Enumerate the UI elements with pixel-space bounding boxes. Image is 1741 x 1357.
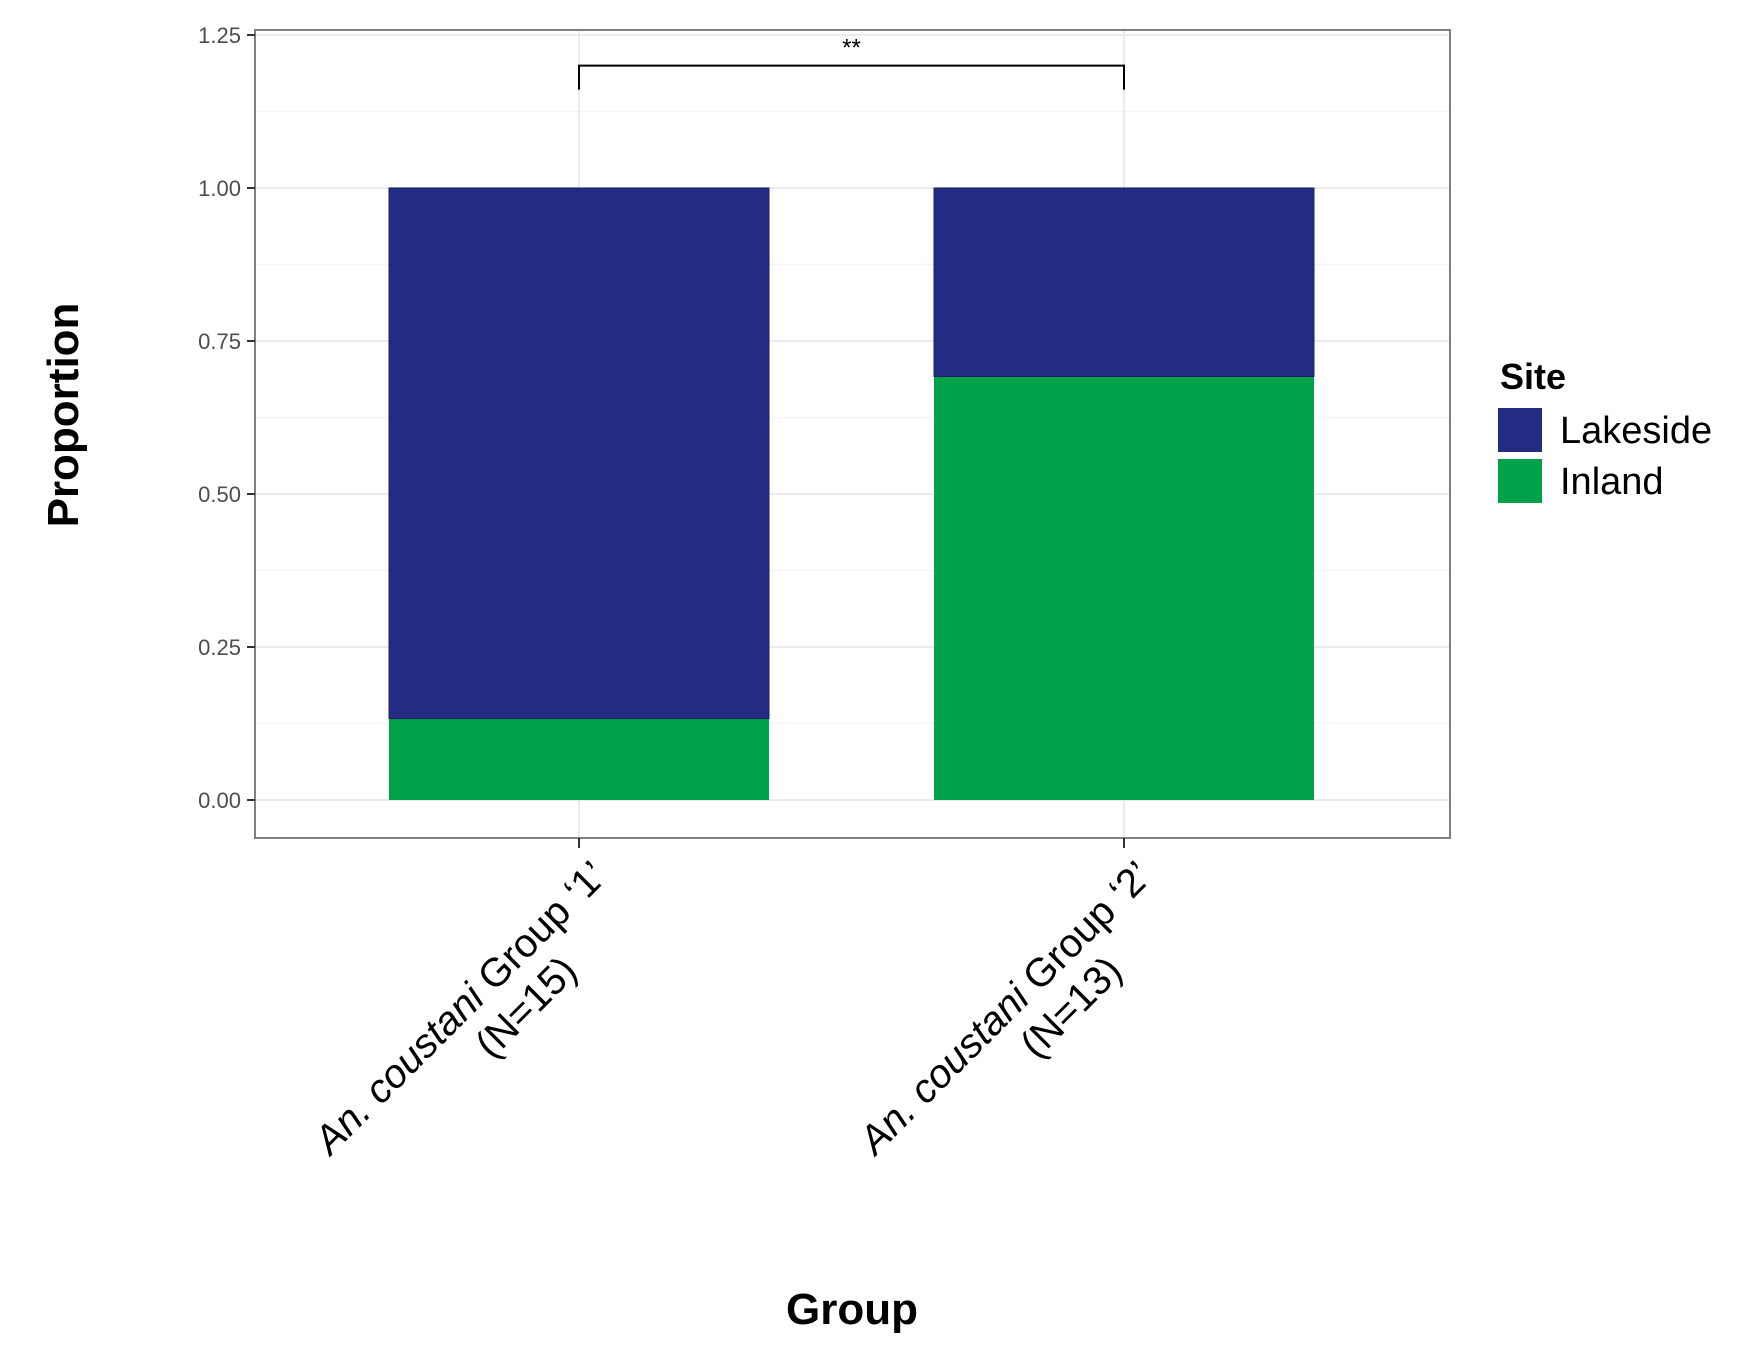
species-name: An. coustani (305, 975, 494, 1164)
bars (388, 187, 1315, 800)
bar-lakeside-1 (388, 187, 770, 720)
x-tick-label-2: An. coustani Group ‘2’(N=13) (850, 853, 1161, 1164)
y-axis-title: Proportion (39, 303, 88, 528)
species-name: An. coustani (850, 975, 1039, 1164)
category-name: An. coustani Group ‘1’ (305, 853, 616, 1164)
category-name: An. coustani Group ‘2’ (850, 853, 1161, 1164)
legend-label-inland: Inland (1560, 461, 1664, 503)
x-axis-title: Group (786, 1285, 918, 1334)
significance-line (578, 64, 1125, 90)
bar-inland-2 (934, 376, 1314, 800)
bar-inland-1 (389, 718, 769, 800)
y-tick-label: 1.00 (198, 176, 241, 201)
y-tick-label: 0.75 (198, 329, 241, 354)
legend-key-lakeside (1498, 408, 1542, 452)
bar-lakeside-2 (933, 187, 1315, 377)
significance-bracket: ** (578, 35, 1125, 90)
y-tick-label: 0.00 (198, 788, 241, 813)
x-axis: An. coustani Group ‘1’(N=15) An. coustani… (305, 838, 1161, 1164)
y-tick-label: 0.25 (198, 635, 241, 660)
y-tick-label: 0.50 (198, 482, 241, 507)
plot-border (254, 29, 1451, 839)
legend-key-inland (1498, 459, 1542, 503)
legend: Site Lakeside Inland (1498, 356, 1712, 503)
y-tick-label: 1.25 (198, 23, 241, 48)
legend-label-lakeside: Lakeside (1560, 410, 1712, 452)
legend-title: Site (1500, 356, 1566, 397)
x-tick-label-1: An. coustani Group ‘1’(N=15) (305, 853, 616, 1164)
y-axis: 0.00 0.25 0.50 0.75 1.00 1.25 (198, 23, 255, 813)
significance-label: ** (842, 35, 861, 62)
